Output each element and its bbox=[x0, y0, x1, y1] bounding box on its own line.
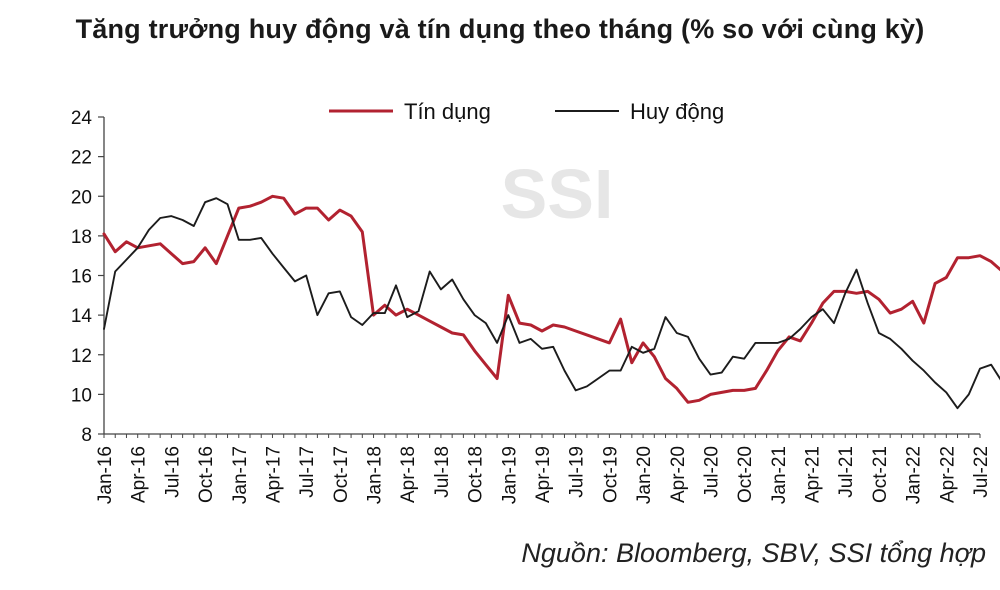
y-tick-label: 22 bbox=[71, 148, 92, 169]
x-tick-label: Apr-19 bbox=[533, 446, 554, 503]
x-tick-label: Jan-17 bbox=[230, 446, 251, 504]
x-tick-label: Jul-19 bbox=[567, 446, 588, 498]
x-tick-label: Oct-19 bbox=[600, 446, 621, 503]
legend-label-1: Huy động bbox=[630, 99, 724, 124]
series-line-1 bbox=[103, 197, 1000, 410]
x-tick-label: Jul-17 bbox=[297, 446, 318, 498]
series-line-0 bbox=[102, 194, 1000, 404]
x-tick-label: Jan-20 bbox=[634, 446, 655, 504]
x-tick-label: Apr-22 bbox=[937, 446, 958, 503]
y-tick-label: 14 bbox=[71, 306, 93, 327]
legend-label-0: Tín dụng bbox=[404, 99, 491, 124]
y-tick-label: 16 bbox=[71, 267, 92, 288]
y-tick-label: 24 bbox=[71, 108, 93, 129]
y-tick-label: 12 bbox=[71, 346, 92, 367]
x-tick-label: Jan-16 bbox=[95, 446, 116, 504]
x-tick-label: Oct-18 bbox=[466, 446, 487, 503]
x-tick-label: Oct-21 bbox=[870, 446, 891, 503]
x-tick-label: Oct-16 bbox=[196, 446, 217, 503]
x-tick-label: Jul-16 bbox=[162, 446, 183, 498]
x-tick-label: Oct-20 bbox=[735, 446, 756, 503]
y-tick-label: 20 bbox=[71, 187, 92, 208]
axes: 8 10 12 14 16 18 20 22 24 Jan-16 Apr-16 Jul-16 Oct-1… bbox=[71, 108, 992, 504]
y-tick-label: 10 bbox=[71, 385, 92, 406]
plot-lines bbox=[102, 194, 1000, 410]
y-tick-label: 8 bbox=[81, 425, 92, 446]
x-tick-label: Jul-18 bbox=[432, 446, 453, 498]
x-tick-label: Jul-20 bbox=[701, 446, 722, 498]
source-note: Nguồn: Bloomberg, SBV, SSI tổng hợp bbox=[521, 538, 986, 568]
x-tick-label: Apr-21 bbox=[803, 446, 824, 503]
x-tick-label: Jan-18 bbox=[365, 446, 386, 504]
x-tick-label: Jan-19 bbox=[499, 446, 520, 504]
x-tick-label: Apr-17 bbox=[263, 446, 284, 503]
x-tick-label: Jan-22 bbox=[904, 446, 925, 504]
chart-title: Tăng trưởng huy động và tín dụng theo th… bbox=[75, 14, 925, 44]
legend: Tín dụng Huy động bbox=[329, 99, 724, 124]
x-tick-label: Jul-21 bbox=[836, 446, 857, 498]
x-tick-label: Apr-18 bbox=[398, 446, 419, 503]
x-tick-label: Jul-22 bbox=[971, 446, 992, 498]
watermark-text: SSI bbox=[501, 155, 614, 233]
x-tick-label: Apr-16 bbox=[129, 446, 150, 503]
x-tick-label: Oct-17 bbox=[331, 446, 352, 503]
x-tick-label: Apr-20 bbox=[668, 446, 689, 503]
y-tick-label: 18 bbox=[71, 227, 92, 248]
x-tick-label: Jan-21 bbox=[769, 446, 790, 504]
